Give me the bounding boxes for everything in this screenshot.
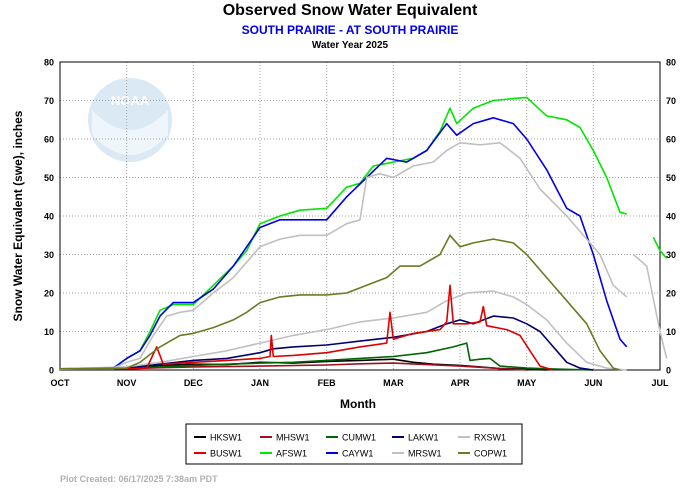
- y-tick-label-left: 0: [49, 366, 54, 376]
- series-line-afsw1-b: [652, 236, 668, 259]
- chart-subtitle: SOUTH PRAIRIE - AT SOUTH PRAIRIE: [241, 23, 459, 37]
- plot-frame: [59, 61, 661, 371]
- x-tick-label: MAR: [383, 378, 404, 388]
- legend-label-afsw1: AFSW1: [276, 449, 307, 459]
- y-tick-label-left: 30: [44, 250, 54, 260]
- series-line-cumw1: [59, 342, 594, 371]
- x-tick-label: OCT: [51, 378, 71, 388]
- y-tick-label-right: 30: [666, 250, 676, 260]
- legend-label-busw1: BUSW1: [210, 449, 242, 459]
- legend-label-copw1: COPW1: [474, 449, 507, 459]
- legend-box: [185, 423, 523, 465]
- series-line-mrsw1-b: [632, 253, 668, 359]
- legend-label-cumw1: CUMW1: [342, 433, 376, 443]
- series-line-mrsw1: [59, 142, 628, 370]
- chart-water-year: Water Year 2025: [311, 40, 389, 51]
- y-tick-label-left: 40: [44, 212, 54, 222]
- x-tick-label: APR: [450, 378, 470, 388]
- x-tick-label: JAN: [251, 378, 269, 388]
- series-line-rxsw1: [59, 290, 627, 371]
- noaa-logo: NOAA: [88, 78, 172, 162]
- y-tick-label-left: 50: [44, 173, 54, 183]
- y-tick-label-right: 10: [666, 327, 676, 337]
- x-tick-label: DEC: [184, 378, 204, 388]
- x-tick-label: FEB: [318, 378, 337, 388]
- y-tick-label-right: 20: [666, 289, 676, 299]
- y-tick-label-right: 50: [666, 173, 676, 183]
- y-axis-label: Snow Water Equivalent (swe), inches: [11, 110, 25, 321]
- x-tick-label: NOV: [117, 378, 137, 388]
- y-tick-label-right: 80: [666, 58, 676, 68]
- chart-title: Observed Snow Water Equivalent: [222, 2, 478, 19]
- y-tick-label-right: 60: [666, 135, 676, 145]
- x-tick-label: JUL: [651, 378, 669, 388]
- legend-label-cayw1: CAYW1: [342, 449, 373, 459]
- y-tick-label-right: 0: [666, 366, 671, 376]
- y-tick-label-left: 70: [44, 96, 54, 106]
- y-tick-label-left: 10: [44, 327, 54, 337]
- y-tick-label-left: 80: [44, 58, 54, 68]
- legend: HKSW1 MHSW1 CUMW1 LAKW1 RXSW1 BUSW1 AFSW1 CAYW1…: [185, 423, 523, 465]
- legend-label-mrsw1: MRSW1: [408, 449, 442, 459]
- legend-label-mhsw1: MHSW1: [276, 433, 310, 443]
- y-tick-label-right: 40: [666, 212, 676, 222]
- y-tick-label-left: 20: [44, 289, 54, 299]
- y-tick-label-right: 70: [666, 96, 676, 106]
- x-tick-label: JUN: [584, 378, 602, 388]
- legend-label-hksw1: HKSW1: [210, 433, 242, 443]
- x-tick-label: MAY: [517, 378, 536, 388]
- x-axis-label: Month: [340, 397, 376, 411]
- legend-label-rxsw1: RXSW1: [474, 433, 506, 443]
- series-line-copw1: [59, 234, 621, 371]
- series-line-busw1: [59, 284, 554, 371]
- plot-created-footer: Plot Created: 06/17/2025 7:38am PDT: [60, 474, 218, 484]
- noaa-logo-text: NOAA: [111, 93, 150, 108]
- y-tick-label-left: 60: [44, 135, 54, 145]
- legend-label-lakw1: LAKW1: [408, 433, 439, 443]
